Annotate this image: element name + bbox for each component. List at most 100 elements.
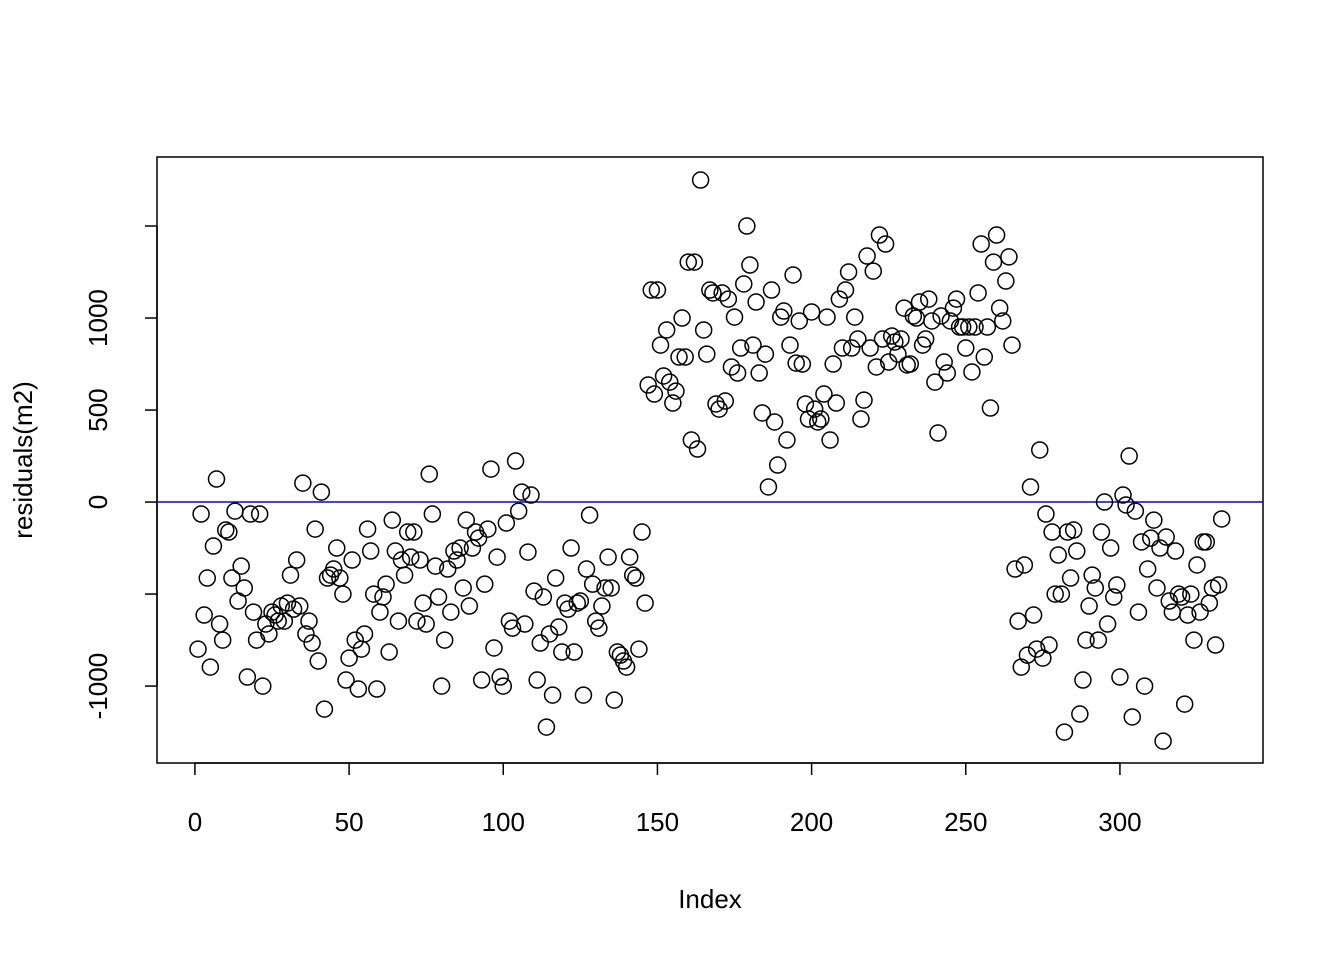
point <box>287 551 306 569</box>
point <box>522 486 540 504</box>
point <box>207 470 226 488</box>
point <box>1027 640 1046 658</box>
point <box>596 579 614 597</box>
point <box>192 505 210 523</box>
point <box>460 597 479 615</box>
point <box>244 603 263 621</box>
point <box>398 523 417 541</box>
point <box>377 575 395 593</box>
point <box>571 592 590 610</box>
point <box>836 281 855 299</box>
point <box>250 505 269 523</box>
point <box>688 440 707 458</box>
point <box>1138 560 1157 578</box>
point <box>645 385 664 403</box>
point <box>1021 478 1040 496</box>
point <box>1064 521 1083 539</box>
point <box>1111 668 1129 686</box>
point <box>1101 539 1120 557</box>
point <box>1129 603 1148 621</box>
point <box>389 612 408 630</box>
point <box>978 318 997 336</box>
point <box>728 364 747 382</box>
point <box>263 603 281 621</box>
point <box>534 588 553 606</box>
point <box>664 394 682 412</box>
point <box>210 615 229 633</box>
point <box>716 392 735 410</box>
point <box>1071 705 1089 723</box>
point <box>337 671 355 689</box>
point <box>753 404 772 422</box>
point <box>861 339 879 357</box>
point <box>491 668 509 686</box>
point <box>1092 523 1111 541</box>
point <box>220 523 238 541</box>
point <box>657 321 676 339</box>
point <box>392 551 411 569</box>
point <box>451 539 469 557</box>
point <box>676 348 694 366</box>
point <box>1188 556 1206 574</box>
point <box>432 677 451 695</box>
point <box>910 293 929 311</box>
point <box>654 367 673 385</box>
point <box>509 502 528 520</box>
point <box>722 358 741 376</box>
point <box>790 312 809 330</box>
point <box>513 483 531 501</box>
point <box>540 625 559 643</box>
point <box>994 312 1012 330</box>
point <box>1191 603 1209 621</box>
y-tick-label: 1000 <box>83 289 113 347</box>
point <box>537 718 556 736</box>
point <box>682 431 701 449</box>
point <box>1037 505 1055 523</box>
point <box>620 548 639 566</box>
point <box>1157 528 1175 546</box>
point <box>546 569 565 587</box>
point <box>254 677 272 695</box>
point <box>574 686 593 704</box>
point <box>966 318 984 336</box>
point <box>472 671 491 689</box>
point <box>417 615 435 633</box>
point <box>1009 612 1027 630</box>
point <box>1132 533 1151 551</box>
point <box>796 395 815 413</box>
point <box>815 385 833 403</box>
point <box>226 502 244 520</box>
point <box>867 358 886 376</box>
point <box>346 631 365 649</box>
point <box>1031 441 1049 459</box>
point <box>1086 579 1105 597</box>
point <box>765 413 784 431</box>
point <box>1114 486 1132 504</box>
point <box>1043 523 1061 541</box>
point <box>213 631 232 649</box>
point <box>1120 447 1138 465</box>
point <box>281 566 300 584</box>
point <box>704 284 722 302</box>
point <box>892 330 910 348</box>
point <box>469 529 488 547</box>
point <box>494 677 513 695</box>
point <box>1185 631 1203 649</box>
point <box>846 308 864 326</box>
point <box>448 551 466 569</box>
point <box>839 263 858 281</box>
point <box>750 364 768 382</box>
y-tick-label: 500 <box>83 388 113 431</box>
point <box>479 520 497 538</box>
point <box>812 410 830 428</box>
x-tick-label: 150 <box>636 807 679 837</box>
point <box>842 339 861 357</box>
point <box>781 336 799 354</box>
point <box>833 339 852 357</box>
point <box>984 253 1003 271</box>
point <box>639 376 657 394</box>
point <box>784 266 802 284</box>
point <box>870 226 889 244</box>
